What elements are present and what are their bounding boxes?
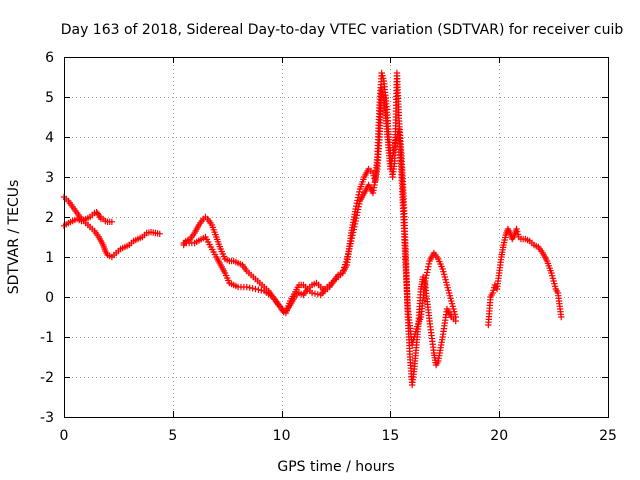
data-point-interp [354,209,361,216]
data-point-interp [423,269,431,276]
data-point-interp [341,261,349,268]
data-point-interp [249,285,256,292]
data-point [352,217,359,225]
data-point [156,230,163,237]
x-tick-label: 25 [599,428,617,444]
y-tick-labels: -3 -2 -1 0 1 2 3 4 5 6 [40,50,54,426]
x-tick-label: 20 [490,428,508,444]
plot-frame [64,57,609,418]
axis-ticks [64,57,609,418]
series-track-d [180,85,459,349]
data-point-interp [425,263,432,270]
x-tick-label: 5 [168,428,177,444]
x-tick-labels: 0 5 10 15 20 25 [60,428,617,444]
y-tick-label: 4 [45,130,54,146]
data-point [252,285,259,293]
data-point-interp [349,229,357,236]
data-point-interp [314,291,322,298]
y-tick-label: 3 [45,170,54,186]
y-axis-label: SDTVAR / TECUs [6,180,22,295]
y-tick-label: -3 [40,410,54,426]
data-point [108,218,116,225]
data-point-interp [350,226,357,233]
data-markers [60,69,565,389]
data-point-interp [422,274,430,282]
data-point-interp [353,214,360,222]
data-point [339,269,346,277]
data-point-interp [356,200,363,208]
data-point-interp [425,260,433,268]
data-point [558,313,565,321]
y-tick-label: 2 [45,210,54,226]
data-point-interp [356,188,363,196]
data-point [243,283,250,291]
data-point [308,289,316,297]
data-point [422,277,429,285]
data-point-interp [348,234,356,242]
data-point-interp [94,210,101,217]
data-point-interp [353,212,361,219]
y-tick-label: -2 [40,370,54,386]
series-track-e [485,225,565,329]
data-point-interp [349,232,356,239]
chart-title: Day 163 of 2018, Sidereal Day-to-day VTE… [61,22,624,38]
data-point-interp [246,284,253,291]
y-tick-label: 0 [45,290,54,306]
data-point-interp [355,203,362,210]
x-axis-label: GPS time / hours [277,459,394,475]
grid-lines [64,57,608,417]
data-point-interp [311,290,319,297]
data-point-interp [341,264,348,271]
y-tick-label: 5 [45,90,54,106]
data-point-interp [351,223,358,230]
data-point-interp [258,287,265,294]
series-track-a [60,193,163,261]
y-tick-label: 1 [45,250,54,266]
data-point-interp [351,220,359,228]
data-point-interp [342,258,350,265]
data-point [348,237,355,245]
x-tick-label: 0 [60,428,69,444]
y-tick-label: -1 [40,330,54,346]
data-point [452,313,459,321]
data-point-interp [354,206,362,213]
series-track-c [180,69,459,389]
x-tick-label: 10 [273,428,291,444]
data-point-interp [340,267,347,274]
series-track-b [60,209,116,229]
data-point-interp [424,266,431,273]
y-tick-label: 6 [45,50,54,66]
data-point-interp [423,272,430,279]
x-tick-label: 15 [381,428,399,444]
data-point-interp [255,286,262,293]
